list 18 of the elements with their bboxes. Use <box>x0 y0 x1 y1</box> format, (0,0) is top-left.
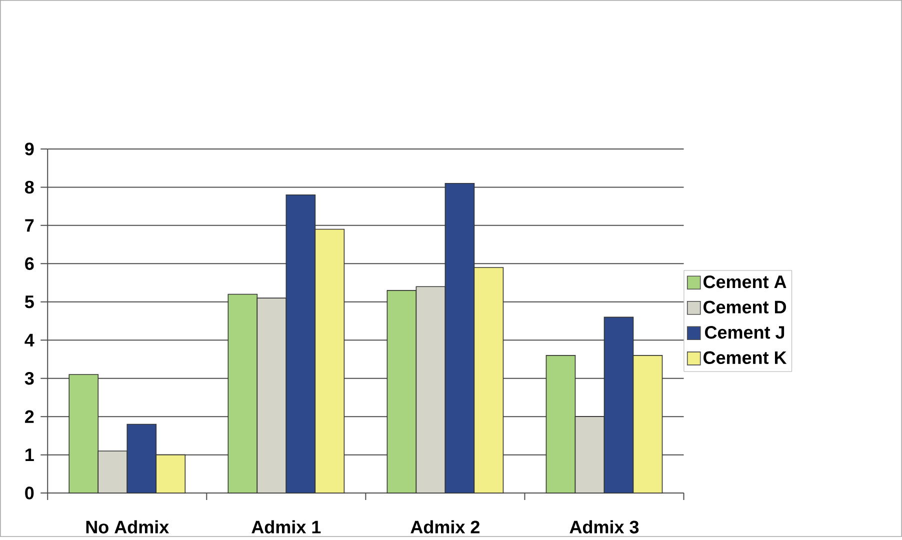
y-tick-label: 1 <box>26 448 34 462</box>
y-tick-label: 4 <box>24 334 34 347</box>
legend-label: Cement J <box>704 326 784 340</box>
y-tick-label: 7 <box>25 219 34 232</box>
y-tick-label: 0 <box>25 486 34 500</box>
y-tick-label: 6 <box>25 258 34 270</box>
legend-label: Cement A <box>703 276 786 288</box>
x-tick-label: No Admix <box>86 520 169 534</box>
y-tick-label: 3 <box>24 372 34 385</box>
y-tick-label: 8 <box>24 181 34 194</box>
legend-label: Cement K <box>703 352 787 364</box>
y-tick-label: 5 <box>24 296 34 308</box>
legend-label: Cement D <box>703 300 786 314</box>
x-tick-label: Admix 3 <box>570 520 639 534</box>
y-tick-label: 9 <box>25 142 34 156</box>
x-tick-label: Admix 1 <box>252 520 321 534</box>
y-tick-label: 2 <box>25 410 34 424</box>
x-tick-label: Admix 2 <box>410 520 480 534</box>
